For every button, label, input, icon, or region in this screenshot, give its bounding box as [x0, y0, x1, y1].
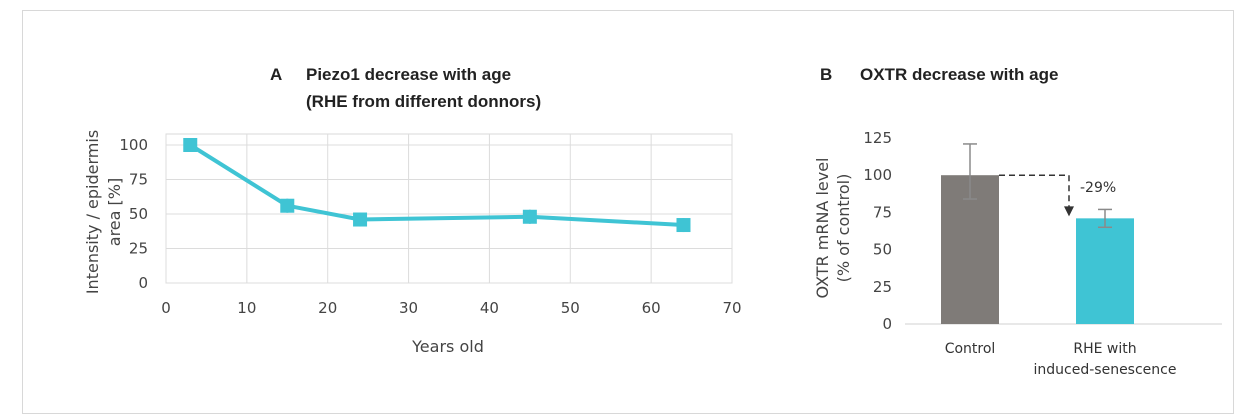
- panel-a-y-tick-label: 50: [129, 205, 148, 223]
- panel-b-ylabel-line1: OXTR mRNA level: [813, 158, 832, 299]
- panel-a-x-tick-label: 30: [399, 299, 418, 317]
- panel-b-plot: 0 25 50 75 100 125 Control RHE with induced-sene…: [863, 129, 1222, 378]
- panel-a-data-point: [676, 218, 691, 233]
- panel-b-category-label: RHE with: [1073, 341, 1136, 357]
- panel-a-plot-area: [165, 133, 733, 284]
- panel-b-bar: [1076, 218, 1134, 324]
- panel-b-change-annotation: -29%: [1080, 180, 1116, 196]
- panel-b-arrow-head: [1064, 206, 1074, 217]
- panel-a-x-tick-label: 20: [318, 299, 337, 317]
- panel-a-data-point: [280, 198, 295, 213]
- panel-a-x-tick-label: 60: [642, 299, 661, 317]
- panel-b-letter: B: [820, 65, 832, 84]
- panel-a-y-tick-label: 75: [129, 171, 148, 189]
- panel-a-y-tick-label: 0: [138, 274, 148, 292]
- panel-a-xlabel: Years old: [411, 337, 484, 356]
- panel-a-x-tick-label: 0: [161, 299, 171, 317]
- panel-b-y-tick-label: 100: [863, 166, 892, 184]
- panel-a-ylabel-line1: Intensity / epidermis: [83, 130, 102, 294]
- panel-b-bar: [941, 175, 999, 324]
- panel-b-y-tick-label: 50: [873, 241, 892, 259]
- panel-a-data-point: [183, 138, 198, 152]
- panel-a-x-tick-label: 70: [722, 299, 741, 317]
- panel-b-ylabel-line2: (% of control): [834, 174, 853, 283]
- panel-a-ylabel-line2: area [%]: [105, 178, 124, 246]
- panel-b-y-tick-label: 25: [873, 278, 892, 296]
- panel-a-x-tick-label: 40: [480, 299, 499, 317]
- panel-a-title-line2: (RHE from different donnors): [306, 92, 541, 111]
- panel-a-y-tick-label: 25: [129, 240, 148, 258]
- panel-a-title-line1: Piezo1 decrease with age: [306, 65, 511, 84]
- panel-b-y-tick-label: 0: [882, 315, 892, 333]
- panel-a-data-point: [353, 212, 368, 227]
- panel-a-data-point: [522, 209, 537, 224]
- panel-b-y-tick-label: 75: [873, 203, 892, 221]
- panel-b-y-tick-label: 125: [863, 129, 892, 147]
- panel-a-letter: A: [270, 65, 282, 84]
- panel-a-y-tick-label: 100: [119, 136, 148, 154]
- panel-b-category-label: induced-senescence: [1034, 362, 1177, 378]
- panel-a-x-tick-label: 10: [237, 299, 256, 317]
- panel-a-x-tick-label: 50: [561, 299, 580, 317]
- panel-b-category-label: Control: [945, 341, 996, 357]
- panel-b-title: OXTR decrease with age: [860, 65, 1058, 84]
- panel-b-change-arrow: [999, 174, 1070, 209]
- panel-a-plot: 0 10 20 30 40 50 60 70 0 25 50 75 100: [119, 133, 742, 317]
